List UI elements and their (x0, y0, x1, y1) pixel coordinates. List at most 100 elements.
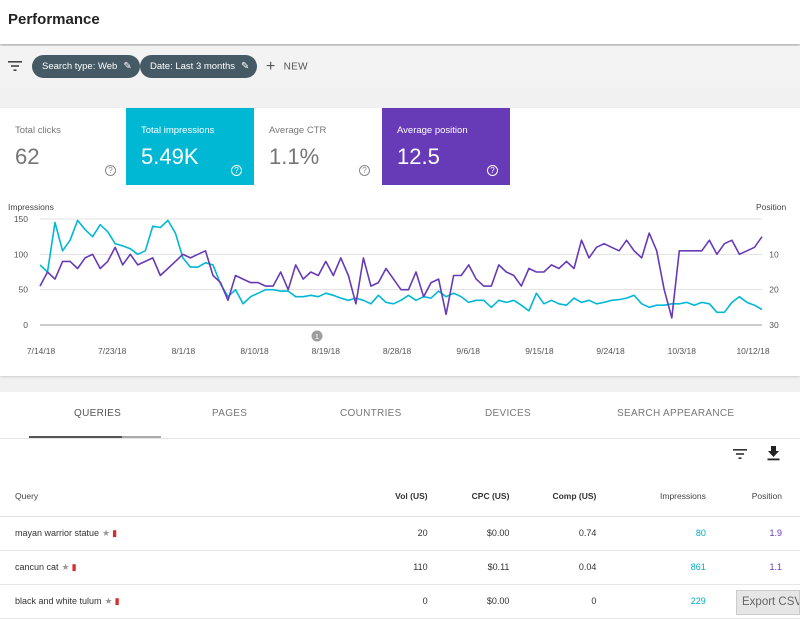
left-tick-label: 0 (23, 320, 28, 330)
x-tick-label: 7/23/18 (98, 346, 127, 356)
query-cell: cancun cat ★ ▮ (0, 550, 307, 585)
position-cell: 1.1 (705, 550, 800, 585)
page-header: Performance (0, 0, 800, 44)
impressions-cell: 80 (596, 516, 706, 551)
query-cell: black and white tulum ★ ▮ (0, 584, 307, 619)
query-text: mayan warrior statue (15, 527, 100, 538)
chip-label: Date: Last 3 months (150, 61, 236, 72)
impressions-series-line (39, 219, 763, 314)
performance-chart[interactable]: 150 100 50 0 10 20 30 7/14/18 7/23/18 8/1/18 8/10/… (0, 196, 800, 366)
col-cpc[interactable]: CPC (US) (427, 476, 510, 517)
page-title: Performance (8, 11, 100, 28)
edit-pencil-icon: ✎ (241, 61, 250, 72)
left-tick-label: 50 (19, 285, 29, 295)
annotation-marker[interactable] (311, 330, 323, 342)
tab-indicator (29, 436, 161, 438)
x-tick-label: 9/15/18 (525, 346, 554, 356)
tab-pages[interactable]: PAGES (212, 408, 248, 419)
help-icon[interactable]: ? (359, 165, 370, 176)
comp-cell: 0.74 (509, 516, 597, 551)
star-icon[interactable]: ★ (102, 527, 111, 538)
help-icon[interactable]: ? (105, 165, 116, 176)
left-tick-label: 100 (14, 249, 28, 259)
performance-card: Total clicks 62 ? Total impressions 5.49… (0, 108, 800, 376)
download-icon[interactable] (767, 446, 780, 461)
metric-value: 12.5 (397, 144, 440, 169)
tab-search-appearance[interactable]: SEARCH APPEARANCE (617, 408, 735, 419)
comp-cell: 0 (509, 584, 597, 619)
impressions-cell: 861 (596, 550, 706, 585)
metric-label: Total clicks (15, 125, 61, 136)
metric-average-position[interactable]: Average position 12.5 ? (382, 108, 510, 185)
x-tick-label: 8/28/18 (383, 346, 412, 356)
right-axis-title: Position (756, 202, 787, 212)
col-vol[interactable]: Vol (US) (306, 476, 428, 517)
tab-devices[interactable]: DEVICES (485, 408, 532, 419)
help-icon[interactable]: ? (231, 165, 242, 176)
query-text: cancun cat (15, 561, 59, 572)
table-row[interactable]: cancun cat ★ ▮ 110 $0.11 0.04 861 1.1 (0, 550, 800, 585)
x-tick-label: 7/14/18 (27, 346, 56, 356)
new-filter-button[interactable]: + NEW (266, 56, 308, 78)
metric-value: 1.1% (269, 144, 320, 169)
annotation-label: 1 (315, 332, 319, 341)
trash-icon[interactable]: ▮ (114, 595, 120, 606)
comp-cell: 0.04 (509, 550, 597, 585)
metric-label: Average position (397, 125, 468, 136)
table-row[interactable]: mayan warrior statue ★ ▮ 20 $0.00 0.74 80 … (0, 516, 800, 551)
edit-pencil-icon: ✎ (123, 61, 132, 72)
queries-table: Query Vol (US) CPC (US) Comp (US) Impres… (0, 476, 800, 619)
search-type-chip[interactable]: Search type: Web ✎ (32, 55, 140, 78)
metric-label: Total impressions (141, 125, 215, 136)
col-impressions[interactable]: Impressions (596, 476, 706, 517)
metric-average-ctr[interactable]: Average CTR 1.1% ? (254, 108, 382, 185)
tab-queries[interactable]: QUERIES (74, 408, 122, 419)
metric-total-clicks[interactable]: Total clicks 62 ? (0, 108, 128, 185)
export-csv-button[interactable]: Export CSV (736, 590, 800, 615)
col-query[interactable]: Query (0, 476, 307, 517)
position-series-line (39, 232, 763, 319)
star-icon[interactable]: ★ (61, 561, 70, 572)
right-tick-label: 20 (769, 285, 779, 295)
x-tick-label: 9/24/18 (596, 346, 625, 356)
x-tick-label: 9/6/18 (456, 346, 480, 356)
vol-cell: 20 (306, 516, 428, 551)
col-comp[interactable]: Comp (US) (509, 476, 597, 517)
col-position[interactable]: Position (705, 476, 800, 517)
help-icon[interactable]: ? (487, 165, 498, 176)
trash-icon[interactable]: ▮ (71, 561, 77, 572)
query-text: black and white tulum (15, 595, 102, 606)
trash-icon[interactable]: ▮ (112, 527, 118, 538)
left-axis-title: Impressions (8, 202, 54, 212)
cpc-cell: $0.00 (427, 516, 510, 551)
right-tick-label: 30 (769, 320, 779, 330)
filter-icon[interactable] (8, 60, 22, 72)
vol-cell: 0 (306, 584, 428, 619)
metric-value: 5.49K (141, 144, 199, 169)
x-tick-label: 8/1/18 (172, 346, 196, 356)
query-cell: mayan warrior statue ★ ▮ (0, 516, 307, 551)
left-tick-label: 150 (14, 214, 28, 224)
date-range-chip[interactable]: Date: Last 3 months ✎ (140, 55, 258, 78)
chip-label: Search type: Web (42, 61, 118, 72)
table-row[interactable]: black and white tulum ★ ▮ 0 $0.00 0 229 (0, 584, 800, 619)
cpc-cell: $0.11 (427, 550, 510, 585)
x-tick-label: 8/19/18 (312, 346, 341, 356)
metric-label: Average CTR (269, 125, 327, 136)
divider (0, 438, 800, 439)
metric-total-impressions[interactable]: Total impressions 5.49K ? (126, 108, 254, 185)
vol-cell: 110 (306, 550, 428, 585)
metric-value: 62 (15, 144, 40, 169)
position-cell: 1.9 (705, 516, 800, 551)
x-tick-label: 10/12/18 (736, 346, 769, 356)
report-card: QUERIES PAGES COUNTRIES DEVICES SEARCH A… (0, 392, 800, 619)
impressions-cell: 229 (596, 584, 706, 619)
right-tick-label: 10 (769, 249, 779, 259)
x-tick-label: 8/10/18 (240, 346, 269, 356)
cpc-cell: $0.00 (427, 584, 510, 619)
filter-bar: Search type: Web ✎ Date: Last 3 months ✎ +… (0, 46, 800, 88)
tab-countries[interactable]: COUNTRIES (340, 408, 402, 419)
star-icon[interactable]: ★ (104, 595, 113, 606)
table-filter-icon[interactable] (733, 448, 747, 460)
new-label: NEW (283, 61, 308, 73)
